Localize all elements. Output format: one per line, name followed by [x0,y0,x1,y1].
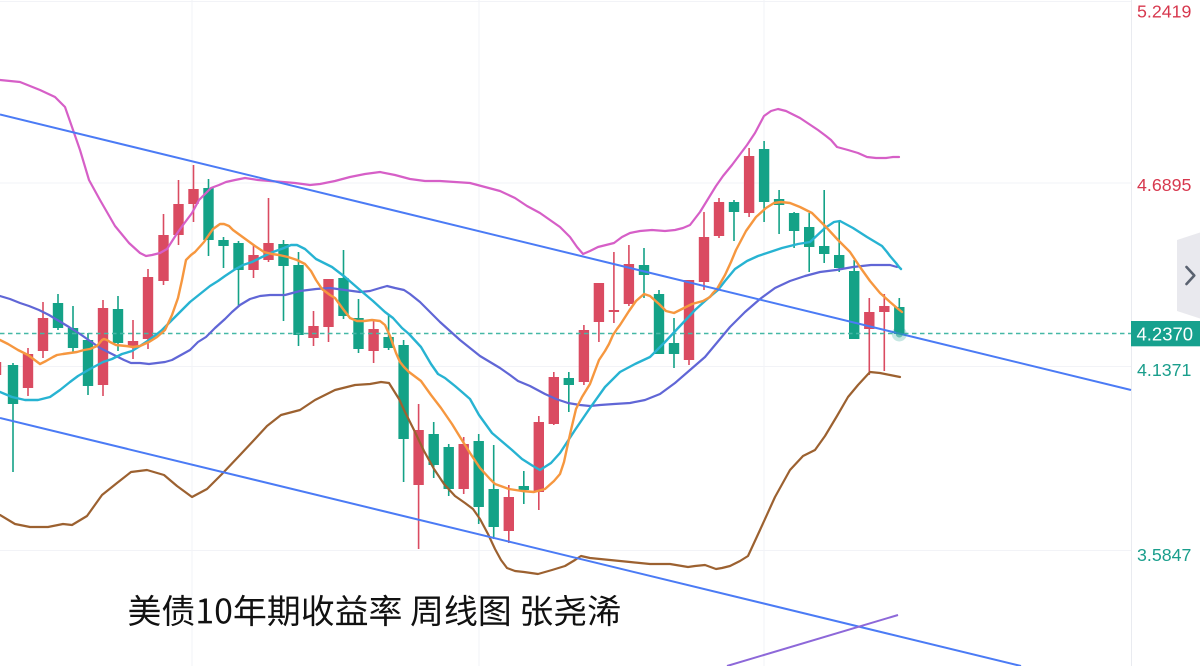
svg-text:5.2419: 5.2419 [1137,2,1191,22]
svg-text:3.5847: 3.5847 [1137,545,1191,565]
svg-text:4.6895: 4.6895 [1137,175,1191,195]
svg-text:4.2370: 4.2370 [1137,324,1194,345]
svg-text:4.1371: 4.1371 [1137,360,1191,380]
